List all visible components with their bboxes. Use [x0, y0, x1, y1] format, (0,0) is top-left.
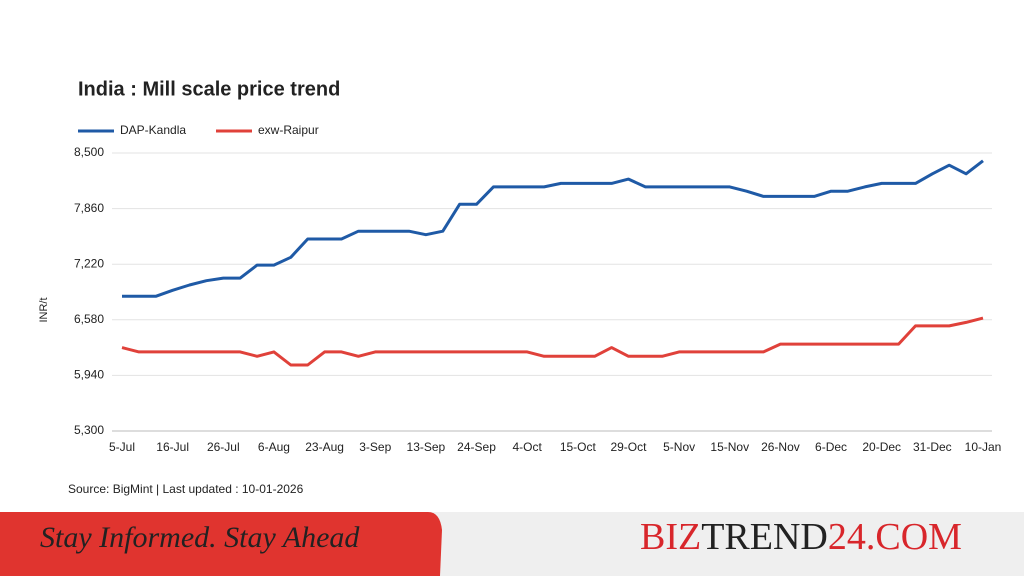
legend-label: exw-Raipur	[258, 123, 319, 137]
brand-part: TREND	[701, 516, 828, 558]
x-tick-label: 31-Dec	[913, 440, 952, 454]
series-line	[121, 316, 984, 367]
brand-part: 24.COM	[828, 516, 962, 558]
legend-label: DAP-Kandla	[120, 123, 186, 137]
slogan: Stay Informed. Stay Ahead	[40, 521, 360, 554]
x-tick-label: 5-Nov	[663, 440, 695, 454]
brand: BIZTREND24.COM	[640, 516, 962, 558]
chart-title: India : Mill scale price trend	[78, 78, 340, 100]
x-tick-label: 13-Sep	[407, 440, 446, 454]
x-tick-label: 20-Dec	[862, 440, 901, 454]
x-tick-label: 15-Nov	[710, 440, 749, 454]
y-tick-label: 5,940	[74, 368, 104, 382]
x-tick-label: 6-Aug	[258, 440, 290, 454]
x-tick-label: 15-Oct	[560, 440, 597, 454]
x-tick-label: 26-Nov	[761, 440, 800, 454]
x-tick-label: 23-Aug	[305, 440, 344, 454]
y-tick-label: 7,220	[74, 256, 104, 270]
x-tick-label: 29-Oct	[610, 440, 647, 454]
x-tick-label: 16-Jul	[156, 440, 189, 454]
banner-red	[0, 512, 442, 576]
y-axis-label: INR/t	[38, 297, 50, 322]
x-tick-label: 24-Sep	[457, 440, 496, 454]
y-tick-label: 7,860	[74, 201, 104, 215]
x-tick-label: 3-Sep	[359, 440, 391, 454]
y-tick-label: 8,500	[74, 145, 104, 159]
y-tick-label: 6,580	[74, 312, 104, 326]
brand-part: BIZ	[640, 516, 701, 558]
x-tick-label: 5-Jul	[109, 440, 135, 454]
x-tick-label: 4-Oct	[513, 440, 543, 454]
x-tick-label: 26-Jul	[207, 440, 240, 454]
x-tick-label: 6-Dec	[815, 440, 847, 454]
y-tick-label: 5,300	[74, 423, 104, 437]
x-tick-label: 10-Jan	[965, 440, 1002, 454]
series-line	[122, 159, 984, 298]
source: Source: BigMint | Last updated : 10-01-2…	[68, 482, 304, 496]
